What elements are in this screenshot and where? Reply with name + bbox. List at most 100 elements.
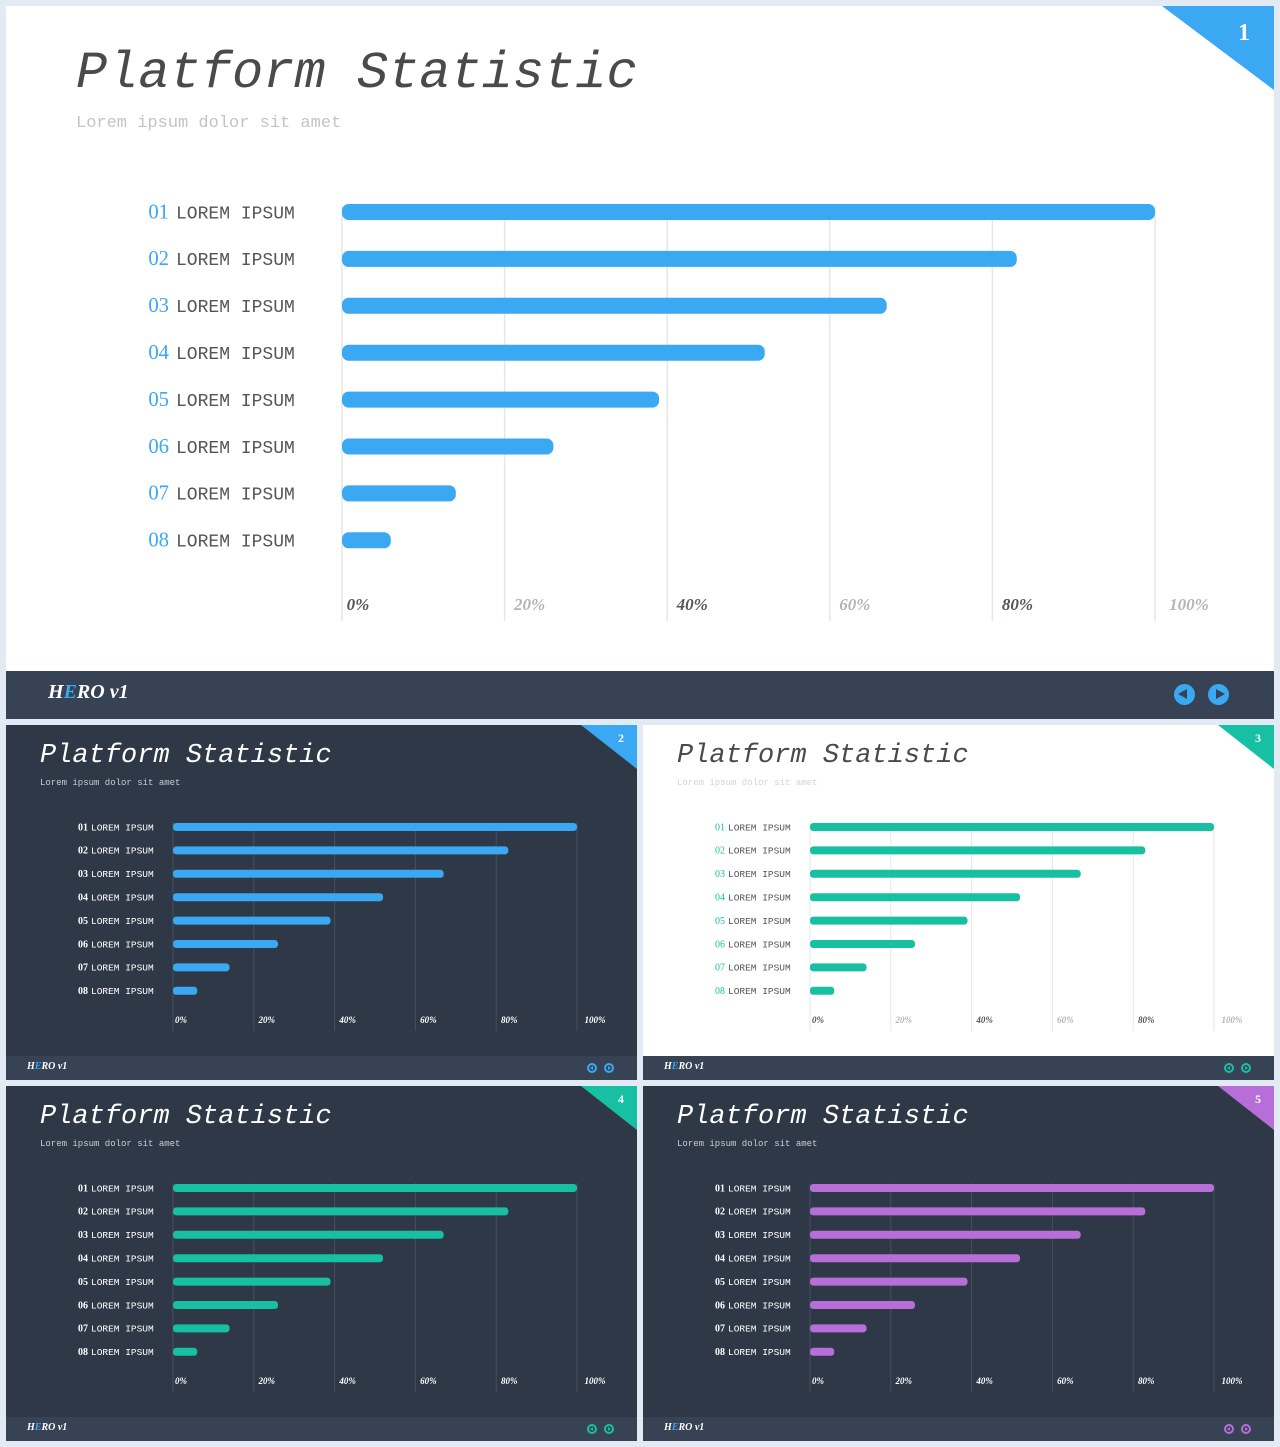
bar bbox=[810, 1301, 916, 1309]
page-number: 2 bbox=[618, 731, 624, 745]
bar bbox=[810, 1184, 1214, 1192]
bar bbox=[173, 1277, 331, 1286]
brand-logo: HERO v1 bbox=[664, 1061, 704, 1072]
category-label: LOREM IPSUM bbox=[728, 846, 791, 857]
tick-label: 80% bbox=[1138, 1015, 1155, 1025]
brand-suffix: RO v1 bbox=[76, 681, 129, 703]
tick-label: 100% bbox=[585, 1376, 607, 1386]
title-word-2: Statistic bbox=[185, 1102, 332, 1132]
bar bbox=[810, 869, 1081, 878]
next-arrow-icon[interactable] bbox=[604, 1424, 614, 1434]
bar bbox=[173, 1347, 198, 1356]
tick-label: 60% bbox=[420, 1376, 437, 1386]
bar bbox=[173, 1301, 279, 1309]
category-label: LOREM IPSUM bbox=[176, 533, 295, 553]
next-arrow-icon[interactable] bbox=[1241, 1424, 1251, 1434]
tick-label: 0% bbox=[175, 1015, 188, 1025]
category-label: LOREM IPSUM bbox=[728, 1347, 791, 1358]
category-number: 05 bbox=[715, 1277, 725, 1288]
next-arrow-icon[interactable] bbox=[1208, 684, 1229, 705]
category-label: LOREM IPSUM bbox=[91, 916, 154, 927]
slide-2: Platform Statistic Lorem ipsum dolor sit… bbox=[6, 725, 637, 1080]
category-label: LOREM IPSUM bbox=[176, 251, 295, 271]
brand-logo: HERO v1 bbox=[27, 1422, 67, 1433]
page-number: 3 bbox=[1255, 731, 1261, 745]
page-corner bbox=[1162, 6, 1274, 90]
prev-arrow-icon[interactable] bbox=[1174, 684, 1195, 705]
title-word-1: Platform bbox=[40, 1102, 170, 1132]
category-label: LOREM IPSUM bbox=[91, 1183, 154, 1194]
bar bbox=[173, 986, 198, 995]
category-label: LOREM IPSUM bbox=[728, 986, 791, 997]
title-word-2: Statistic bbox=[822, 1102, 969, 1132]
bar bbox=[173, 846, 509, 855]
bar bbox=[173, 823, 577, 831]
brand-prefix: H bbox=[664, 1061, 672, 1072]
category-label: LOREM IPSUM bbox=[91, 963, 154, 974]
category-label: LOREM IPSUM bbox=[91, 1277, 154, 1288]
tick-label: 60% bbox=[1057, 1376, 1074, 1386]
category-number: 03 bbox=[78, 869, 88, 880]
prev-arrow-icon[interactable] bbox=[587, 1424, 597, 1434]
bar bbox=[173, 940, 279, 948]
category-label: LOREM IPSUM bbox=[91, 869, 154, 880]
category-number: 08 bbox=[715, 986, 725, 997]
brand-suffix: RO v1 bbox=[41, 1422, 68, 1433]
category-label: LOREM IPSUM bbox=[176, 439, 295, 459]
tick-label: 80% bbox=[1138, 1376, 1155, 1386]
category-number: 01 bbox=[148, 201, 169, 223]
title-word-2: Statistic bbox=[356, 44, 638, 103]
bar bbox=[173, 1184, 577, 1192]
brand-suffix: RO v1 bbox=[41, 1061, 68, 1072]
category-number: 02 bbox=[148, 248, 169, 270]
next-arrow-icon[interactable] bbox=[604, 1063, 614, 1073]
slide-1: Platform Statistic Lorem ipsum dolor sit… bbox=[6, 6, 1274, 719]
tick-label: 80% bbox=[501, 1376, 518, 1386]
category-label: LOREM IPSUM bbox=[728, 893, 791, 904]
prev-arrow-icon[interactable] bbox=[1224, 1063, 1234, 1073]
bar bbox=[810, 1207, 1146, 1216]
tick-label: 40% bbox=[975, 1015, 993, 1025]
category-number: 04 bbox=[148, 342, 169, 364]
slide-body: Platform Statistic Lorem ipsum dolor sit… bbox=[643, 725, 1274, 1056]
prev-arrow-icon[interactable] bbox=[1224, 1424, 1234, 1434]
category-label: LOREM IPSUM bbox=[728, 1230, 791, 1241]
category-label: LOREM IPSUM bbox=[728, 1324, 791, 1335]
slide-4: Platform Statistic Lorem ipsum dolor sit… bbox=[6, 1086, 637, 1441]
title-word-2: Statistic bbox=[822, 741, 969, 771]
slide-body: Platform Statistic Lorem ipsum dolor sit… bbox=[6, 6, 1274, 671]
tick-label: 20% bbox=[258, 1376, 276, 1386]
bar bbox=[810, 940, 916, 948]
category-label: LOREM IPSUM bbox=[728, 963, 791, 974]
slide-body: Platform Statistic Lorem ipsum dolor sit… bbox=[643, 1086, 1274, 1417]
category-number: 04 bbox=[78, 893, 88, 904]
bar bbox=[342, 344, 765, 361]
slide-body: Platform Statistic Lorem ipsum dolor sit… bbox=[6, 1086, 637, 1417]
next-arrow-icon[interactable] bbox=[1241, 1063, 1251, 1073]
bar bbox=[810, 986, 835, 995]
slide-subtitle: Lorem ipsum dolor sit amet bbox=[76, 114, 342, 133]
category-number: 03 bbox=[148, 295, 169, 317]
tick-label: 40% bbox=[676, 595, 708, 614]
category-label: LOREM IPSUM bbox=[728, 822, 791, 833]
prev-arrow-icon[interactable] bbox=[587, 1063, 597, 1073]
bar bbox=[810, 1230, 1081, 1239]
tick-label: 100% bbox=[1169, 595, 1209, 614]
tick-label: 80% bbox=[1002, 595, 1033, 614]
category-number: 08 bbox=[148, 530, 169, 552]
slide-body: Platform Statistic Lorem ipsum dolor sit… bbox=[6, 725, 637, 1056]
category-label: LOREM IPSUM bbox=[91, 1254, 154, 1265]
slide-footer: HERO v1 bbox=[643, 1417, 1274, 1441]
category-number: 07 bbox=[715, 1324, 725, 1335]
category-number: 01 bbox=[78, 822, 88, 833]
slide-subtitle: Lorem ipsum dolor sit amet bbox=[677, 778, 818, 788]
brand-highlight: E bbox=[34, 1422, 42, 1433]
category-number: 07 bbox=[78, 1324, 88, 1335]
tick-label: 100% bbox=[1222, 1376, 1244, 1386]
category-number: 06 bbox=[715, 1300, 725, 1311]
category-number: 07 bbox=[148, 483, 169, 505]
category-label: LOREM IPSUM bbox=[728, 939, 791, 950]
page-corner bbox=[1218, 725, 1274, 769]
tick-label: 100% bbox=[585, 1015, 607, 1025]
brand-prefix: H bbox=[27, 1061, 35, 1072]
